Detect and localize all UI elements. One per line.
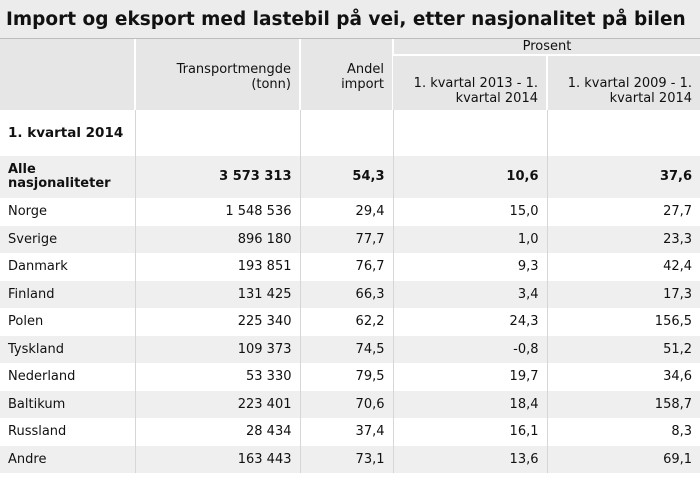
- cell: 8,3: [546, 418, 700, 446]
- table-row: Danmark 193 851 76,7 9,3 42,4: [0, 253, 700, 281]
- cell: 19,7: [392, 363, 547, 391]
- column-header: 1. kvartal 2009 - 1. kvartal 2014: [545, 55, 700, 110]
- section-row: 1. kvartal 2014: [0, 110, 700, 156]
- row-label: Andre: [0, 445, 135, 473]
- cell: 109 373: [134, 335, 300, 363]
- row-label: Danmark: [8, 259, 68, 275]
- row-label: Polen: [8, 314, 44, 330]
- cell: 66,3: [299, 280, 393, 308]
- cell: 62,2: [299, 308, 393, 336]
- cell: 79,5: [299, 363, 393, 391]
- cell: 1 548 536: [134, 198, 300, 226]
- cell: [134, 110, 300, 156]
- row-label: Russland: [8, 424, 67, 440]
- table-row: Polen 225 340 62,2 24,3 156,5: [0, 308, 700, 336]
- cell: 34,6: [546, 363, 700, 391]
- cell: 18,4: [392, 390, 547, 418]
- cell: 29,4: [299, 198, 393, 226]
- column-header: Transportmengde (tonn): [134, 39, 300, 110]
- table-row: Norge 1 548 536 29,4 15,0 27,7: [0, 198, 700, 226]
- cell: 27,7: [546, 198, 700, 226]
- cell: 9,3: [392, 253, 547, 281]
- cell: [299, 110, 393, 156]
- cell: 223 401: [134, 390, 300, 418]
- cell: 74,5: [299, 335, 393, 363]
- table-row: Finland 131 425 66,3 3,4 17,3: [0, 280, 700, 308]
- cell: 163 443: [134, 445, 300, 473]
- cell: 37,4: [299, 418, 393, 446]
- cell: 53 330: [134, 363, 300, 391]
- cell: 158,7: [546, 390, 700, 418]
- cell: 3,4: [392, 280, 547, 308]
- section-label: 1. kvartal 2014: [8, 125, 124, 141]
- row-label: Alle nasjonaliteter: [0, 156, 135, 198]
- cell: 42,4: [546, 253, 700, 281]
- cell: 37,6: [546, 156, 700, 198]
- column-header: Andel import: [299, 39, 393, 110]
- cell: 51,2: [546, 335, 700, 363]
- cell: [392, 110, 547, 156]
- cell: 77,7: [299, 225, 393, 253]
- cell: 225 340: [134, 308, 300, 336]
- table-row: Alle nasjonaliteter 3 573 313 54,3 10,6 37,6: [0, 156, 700, 198]
- cell: 16,1: [392, 418, 547, 446]
- cell: 1,0: [392, 225, 547, 253]
- table-row: Tyskland 109 373 74,5 -0,8 51,2: [0, 335, 700, 363]
- table-row: Russland 28 434 37,4 16,1 8,3: [0, 418, 700, 446]
- row-label: Nederland: [8, 369, 76, 385]
- cell: 131 425: [134, 280, 300, 308]
- table-title: Import og eksport med lastebil på vei, e…: [0, 0, 700, 39]
- table-row: Baltikum 223 401 70,6 18,4 158,7: [0, 390, 700, 418]
- column-header: 1. kvartal 2013 - 1. kvartal 2014: [393, 55, 547, 110]
- cell: 69,1: [546, 445, 700, 473]
- table-row: Sverige 896 180 77,7 1,0 23,3: [0, 225, 700, 253]
- table-body: 1. kvartal 2014 Alle nasjonaliteter 3 573…: [0, 110, 700, 473]
- row-label: Norge: [8, 204, 48, 220]
- data-table: Transportmengde (tonn) Andel import Pros…: [0, 39, 700, 473]
- cell: -0,8: [392, 335, 547, 363]
- table-row: Andre 163 443 73,1 13,6 69,1: [0, 445, 700, 473]
- cell: 156,5: [546, 308, 700, 336]
- cell: 23,3: [546, 225, 700, 253]
- row-label: Baltikum: [0, 390, 135, 418]
- cell: 76,7: [299, 253, 393, 281]
- cell: 10,6: [392, 156, 547, 198]
- cell: 13,6: [392, 445, 547, 473]
- cell: 896 180: [134, 225, 300, 253]
- cell: 193 851: [134, 253, 300, 281]
- cell: 73,1: [299, 445, 393, 473]
- cell: 15,0: [392, 198, 547, 226]
- table-row: Nederland 53 330 79,5 19,7 34,6: [0, 363, 700, 391]
- cell: 3 573 313: [134, 156, 300, 198]
- cell: [546, 110, 700, 156]
- row-label: Finland: [0, 280, 135, 308]
- cell: 17,3: [546, 280, 700, 308]
- corner-header: [0, 39, 135, 110]
- cell: 24,3: [392, 308, 547, 336]
- cell: 54,3: [299, 156, 393, 198]
- row-label: Tyskland: [0, 335, 135, 363]
- row-label: Sverige: [0, 225, 135, 253]
- cell: 28 434: [134, 418, 300, 446]
- group-header: Prosent: [391, 39, 700, 56]
- cell: 70,6: [299, 390, 393, 418]
